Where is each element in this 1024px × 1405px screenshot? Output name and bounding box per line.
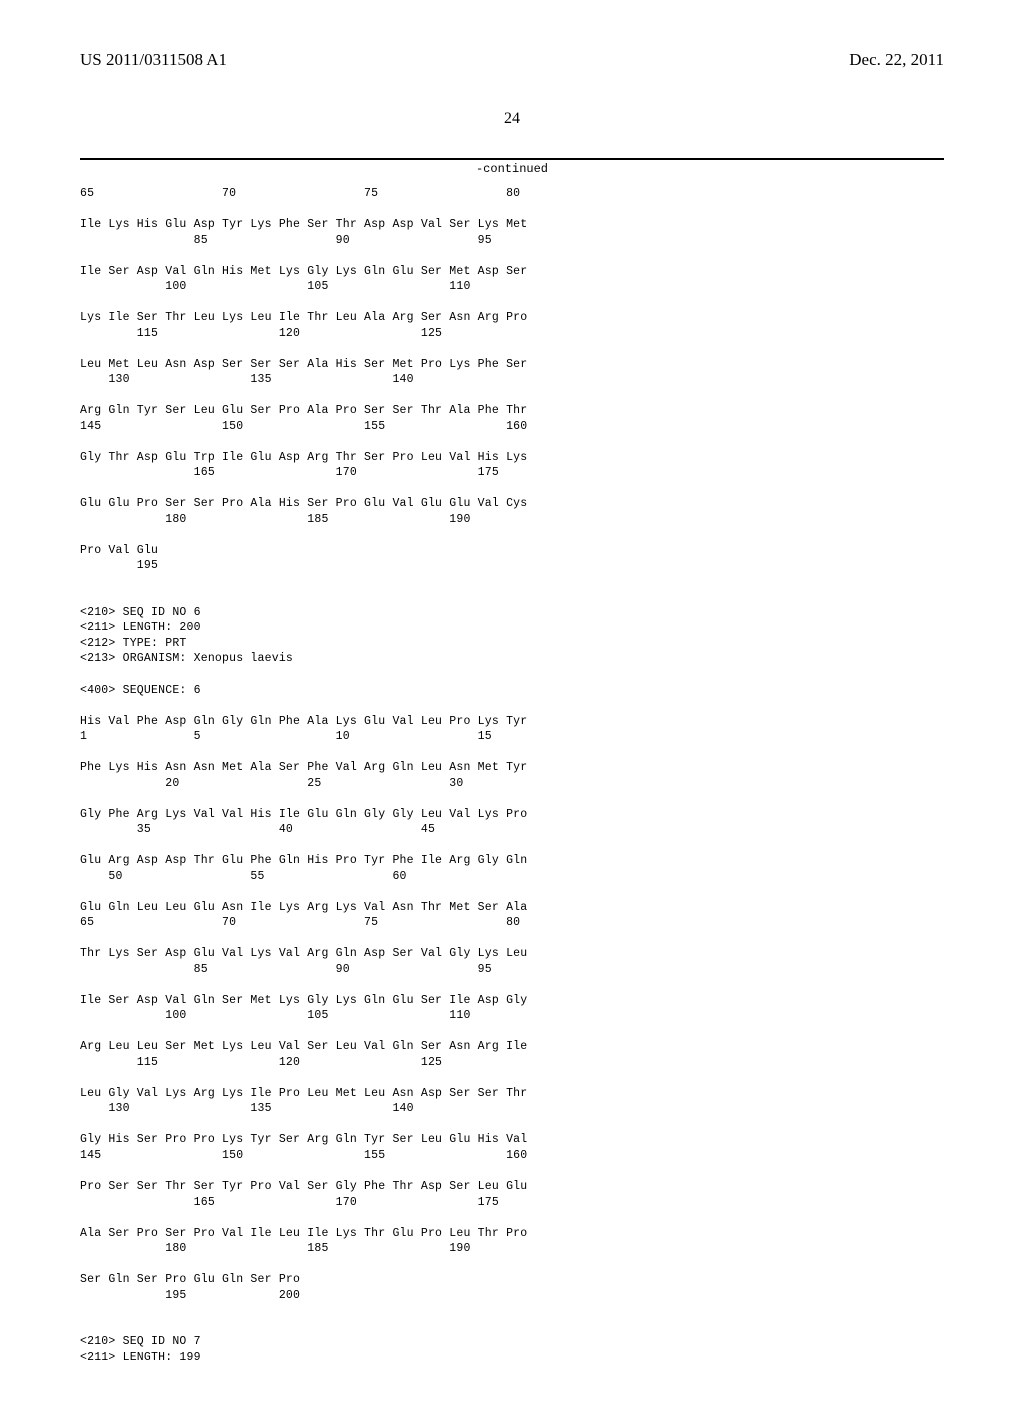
sequence-listing: 65 70 75 80 Ile Lys His Glu Asp Tyr Lys … [80, 186, 944, 1365]
publication-number: US 2011/0311508 A1 [80, 50, 227, 70]
publication-date: Dec. 22, 2011 [849, 50, 944, 70]
page-header: US 2011/0311508 A1 Dec. 22, 2011 [80, 50, 944, 70]
continued-label: -continued [80, 162, 944, 176]
page-number: 24 [80, 110, 944, 128]
page-container: US 2011/0311508 A1 Dec. 22, 2011 24 -con… [0, 0, 1024, 1405]
rule-line [80, 158, 944, 160]
